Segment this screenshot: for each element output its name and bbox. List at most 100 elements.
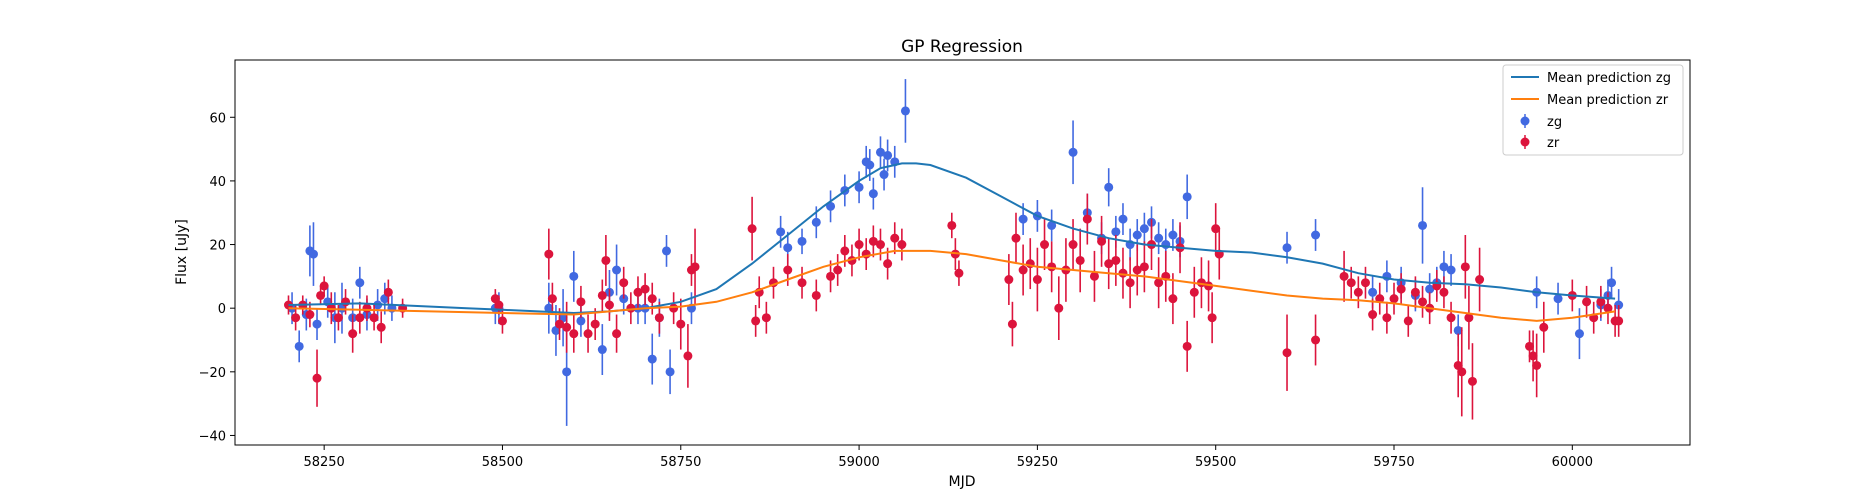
x-tick-label: 59000 — [838, 455, 879, 470]
data-point-zr — [1182, 341, 1192, 351]
data-point-zr — [897, 240, 907, 250]
data-point-zr — [1396, 284, 1406, 294]
data-point-zr — [1375, 294, 1385, 304]
data-point-zg — [576, 316, 586, 326]
data-point-zr — [1118, 268, 1128, 278]
data-point-zr — [1189, 287, 1199, 297]
data-point-zr — [1007, 319, 1017, 329]
data-point-zg — [1607, 278, 1617, 288]
data-point-zg — [1418, 220, 1428, 230]
data-point-zr — [954, 268, 964, 278]
legend-box — [1502, 64, 1684, 156]
data-point-zg — [1453, 325, 1463, 335]
data-point-zg — [776, 227, 786, 237]
data-point-zg — [865, 160, 875, 170]
legend-label-mean-zg: Mean prediction zg — [1547, 71, 1671, 86]
chart-title: GP Regression — [901, 37, 1023, 57]
data-point-zr — [890, 233, 900, 243]
data-point-zr — [1446, 313, 1456, 323]
data-point-zg — [1047, 220, 1057, 230]
data-point-zr — [601, 255, 611, 265]
data-point-zr — [597, 290, 607, 300]
data-point-zr — [669, 303, 679, 313]
data-point-zr — [1525, 341, 1535, 351]
y-tick-label: −40 — [199, 429, 226, 444]
data-point-zr — [1460, 262, 1470, 272]
data-point-zr — [362, 303, 372, 313]
y-tick-label: 20 — [209, 239, 226, 254]
data-point-zr — [1368, 310, 1378, 320]
data-point-zr — [1457, 367, 1467, 377]
data-point-zr — [676, 319, 686, 329]
data-point-zr — [1410, 287, 1420, 297]
data-point-zg — [1553, 294, 1563, 304]
data-point-zr — [355, 313, 365, 323]
data-point-zr — [1011, 233, 1021, 243]
series-line-mean-prediction-zr — [288, 249, 1616, 322]
data-point-zr — [619, 278, 629, 288]
data-point-zr — [690, 262, 700, 272]
data-point-zg — [544, 303, 554, 313]
data-point-zr — [747, 224, 757, 234]
data-point-zr — [1111, 255, 1121, 265]
data-point-zr — [1418, 297, 1428, 307]
data-point-zr — [1353, 287, 1363, 297]
data-point-zr — [1018, 265, 1028, 275]
data-point-zg — [854, 182, 864, 192]
x-tick-label: 58250 — [303, 455, 344, 470]
data-point-zg — [1118, 214, 1128, 224]
data-point-zg — [811, 217, 821, 227]
data-point-zr — [544, 249, 554, 259]
data-point-zr — [1439, 287, 1449, 297]
legend-label-zg: zg — [1547, 115, 1562, 130]
data-point-zr — [1403, 316, 1413, 326]
data-point-zg — [662, 246, 672, 256]
data-point-zr — [1532, 360, 1542, 370]
data-point-zr — [1382, 313, 1392, 323]
data-point-zr — [1528, 351, 1538, 361]
plot-area-frame — [234, 59, 1691, 446]
data-point-zg — [1068, 147, 1078, 157]
data-point-zr — [654, 313, 664, 323]
data-point-zr — [1125, 278, 1135, 288]
data-point-zr — [875, 240, 885, 250]
data-point-zg — [569, 271, 579, 281]
data-point-zg — [308, 249, 318, 259]
data-point-zr — [555, 319, 565, 329]
data-point-zr — [291, 313, 301, 323]
x-tick-label: 59750 — [1373, 455, 1414, 470]
x-tick-label: 59500 — [1195, 455, 1236, 470]
data-point-zg — [647, 354, 657, 364]
data-point-zr — [833, 265, 843, 275]
data-point-zg — [294, 341, 304, 351]
data-point-zr — [1089, 271, 1099, 281]
data-point-zg — [665, 367, 675, 377]
data-point-zr — [1311, 335, 1321, 345]
data-point-zr — [494, 300, 504, 310]
data-point-zr — [312, 373, 322, 383]
data-point-zr — [1082, 214, 1092, 224]
data-point-zr — [640, 284, 650, 294]
data-point-zg — [900, 106, 910, 116]
data-point-zg — [612, 265, 622, 275]
data-point-zr — [1207, 313, 1217, 323]
data-point-zr — [562, 322, 572, 332]
series-line-mean-prediction-zg — [288, 162, 1616, 315]
data-point-zr — [497, 316, 507, 326]
data-point-zr — [854, 240, 864, 250]
data-point-zr — [376, 322, 386, 332]
data-point-zg — [1311, 230, 1321, 240]
data-point-zr — [1154, 278, 1164, 288]
data-point-zg — [879, 170, 889, 180]
legend-label-zr: zr — [1547, 136, 1560, 151]
data-point-zr — [1075, 255, 1085, 265]
data-point-zr — [1582, 297, 1592, 307]
data-point-zg — [868, 189, 878, 199]
data-point-zr — [1467, 376, 1477, 386]
data-point-zr — [316, 290, 326, 300]
legend: Mean prediction zg Mean prediction zr zg… — [1502, 64, 1684, 156]
data-point-zg — [1139, 224, 1149, 234]
data-point-zg — [1182, 192, 1192, 202]
